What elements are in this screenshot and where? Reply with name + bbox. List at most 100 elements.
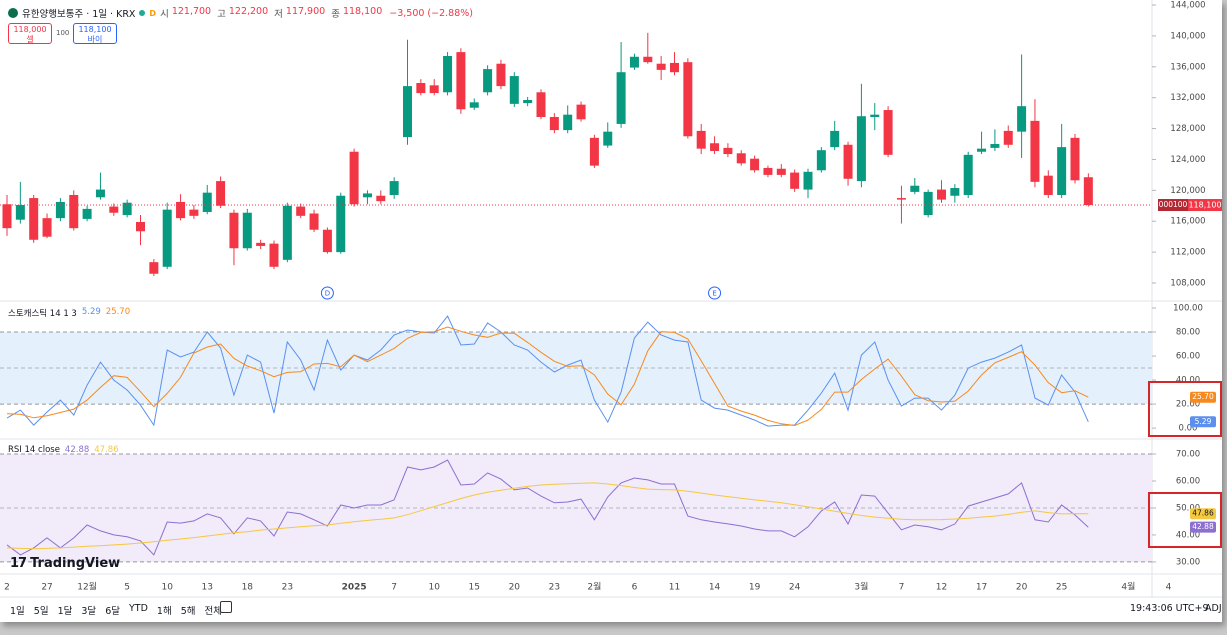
- y-tick-label: 136,000: [1170, 62, 1205, 72]
- y-tick-label: 108,000: [1170, 279, 1205, 289]
- rsi-legend: RSI 14 close 42.88 47.86: [8, 445, 119, 455]
- x-tick-label: 5: [124, 583, 130, 593]
- candle-body: [469, 102, 479, 108]
- candle-body: [376, 195, 386, 202]
- candle-body: [456, 52, 466, 110]
- y-tick-label: 70.00: [1176, 450, 1200, 460]
- value-badge-label: 47.86: [1192, 509, 1214, 518]
- x-tick-label: 18: [242, 583, 254, 593]
- logo-text: TradingView: [30, 556, 121, 571]
- event-marker: [708, 286, 722, 300]
- logo: 17 TradingView: [10, 556, 120, 571]
- range-button[interactable]: 3달: [81, 606, 97, 617]
- candle-body: [896, 198, 906, 200]
- x-tick-label: 17: [976, 583, 987, 593]
- value-badge-label: 25.70: [1192, 392, 1214, 401]
- range-button[interactable]: 전체: [204, 606, 222, 617]
- candle-body: [29, 198, 39, 240]
- candle-body: [629, 56, 639, 68]
- candle-body: [1070, 137, 1080, 181]
- candle-body: [1003, 130, 1013, 145]
- range-button[interactable]: 1일: [10, 606, 25, 617]
- candle-body: [977, 148, 987, 152]
- y-tick-label: 100.00: [1173, 304, 1203, 314]
- candle-body: [122, 202, 132, 216]
- candle-body: [670, 62, 679, 73]
- event-label: E: [712, 290, 716, 298]
- candle-body: [349, 151, 359, 205]
- candle-body: [656, 63, 666, 70]
- y-tick-label: 20.00: [1176, 400, 1200, 410]
- y-tick-label: 112,000: [1170, 248, 1205, 258]
- value-badge: [1190, 416, 1216, 428]
- ohlc-value: 122,200: [228, 6, 269, 17]
- candle-body: [910, 185, 920, 192]
- value-badge-label: 42.88: [1192, 522, 1214, 531]
- range-button[interactable]: 1달: [57, 606, 73, 617]
- x-tick-label: 23: [549, 583, 560, 593]
- indicator-line: [6, 482, 1089, 550]
- ohlc-value: 117,900: [285, 6, 326, 17]
- sell-price: 118,000: [13, 25, 47, 34]
- y-tick-label: 140,000: [1170, 31, 1205, 41]
- candle-body: [856, 116, 866, 182]
- candle-body: [549, 116, 559, 131]
- sell-button[interactable]: 118,000 셀: [8, 23, 52, 44]
- candle-body: [830, 130, 840, 148]
- price-tag-bg: [1188, 199, 1222, 212]
- symbol-icon: [8, 8, 18, 18]
- x-tick-label: 10: [428, 583, 440, 593]
- candle-body: [576, 104, 586, 120]
- highlight-box: [1148, 381, 1222, 437]
- candle-body: [589, 137, 599, 166]
- range-button[interactable]: 5일: [33, 606, 49, 617]
- candle-body: [55, 201, 65, 219]
- y-tick-label: 50.00: [1176, 503, 1200, 513]
- badge: D: [149, 8, 157, 18]
- x-tick-label: 11: [669, 583, 680, 593]
- candle-body: [1017, 106, 1027, 132]
- candle-body: [816, 150, 826, 171]
- legend-value: 42.88: [64, 445, 90, 455]
- candle-body: [136, 222, 145, 232]
- candle-body: [963, 154, 973, 195]
- y-tick-label: 80.00: [1176, 328, 1200, 338]
- candle-body: [109, 206, 119, 213]
- candle-body: [176, 201, 186, 219]
- candle-body: [616, 72, 626, 124]
- stoch-legend: 스토캐스틱 14 1 3 5.29 25.70: [8, 307, 130, 319]
- candle-body: [216, 181, 226, 206]
- x-tick-label: 14: [709, 583, 721, 593]
- buy-button[interactable]: 118,100 바이: [73, 23, 117, 44]
- legend-value: 25.70: [105, 307, 131, 317]
- x-tick-label: 2월: [587, 581, 601, 593]
- range-button[interactable]: 6달: [105, 606, 120, 617]
- candle-body: [403, 86, 412, 138]
- candle-body: [162, 209, 172, 267]
- candle-body: [696, 130, 706, 149]
- adj[interactable]: ADJ: [1205, 603, 1222, 614]
- x-tick-label: 15: [469, 583, 480, 593]
- candle-body: [776, 168, 786, 175]
- value-badge: [1190, 521, 1216, 533]
- candle-body: [1043, 175, 1053, 195]
- candle-body: [1030, 120, 1040, 182]
- sell-label: 셀: [26, 35, 34, 44]
- indicator-line: [6, 315, 1089, 427]
- range-button[interactable]: 1해: [156, 606, 172, 617]
- range-button[interactable]: 5해: [180, 606, 196, 617]
- indicator-title: 스토캐스틱 14 1 3: [8, 309, 77, 319]
- candle-body: [483, 69, 493, 93]
- y-tick-label: 0.00: [1179, 424, 1198, 434]
- candle-body: [416, 83, 426, 94]
- candle-body: [710, 143, 720, 151]
- candle-body: [149, 262, 159, 274]
- range-button[interactable]: YTD: [128, 603, 148, 614]
- event-label: D: [325, 290, 330, 298]
- candle-body: [95, 189, 105, 198]
- candle-body: [229, 212, 239, 249]
- x-tick-label: 3월: [854, 581, 868, 593]
- date-range-icon[interactable]: [220, 601, 232, 613]
- y-tick-label: 30.00: [1176, 557, 1200, 567]
- ohlc-key: 고: [217, 9, 226, 20]
